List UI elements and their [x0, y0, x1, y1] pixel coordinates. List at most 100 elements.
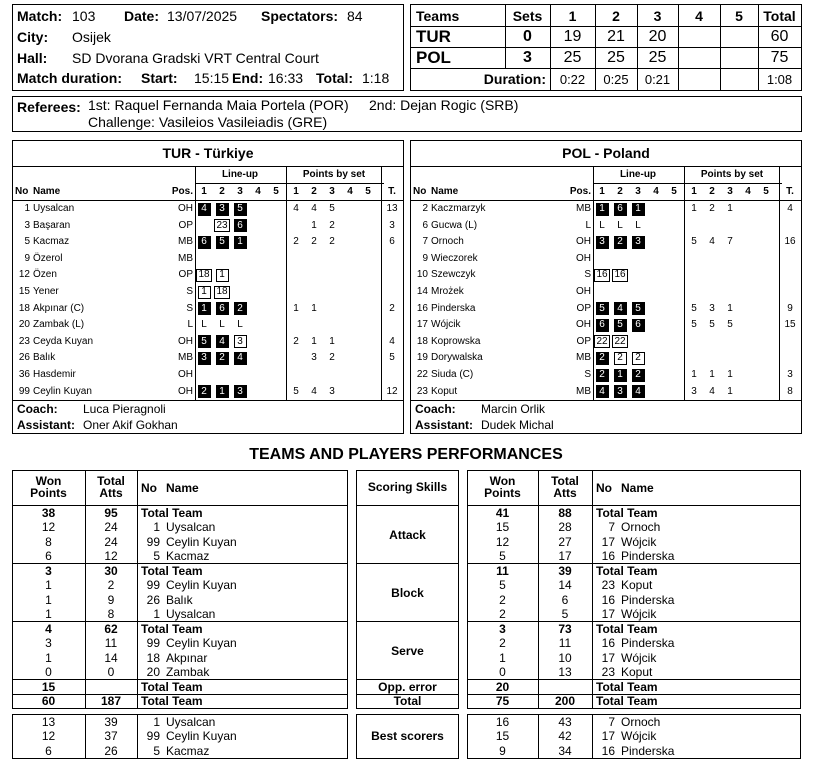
player-name: Ornoch [431, 236, 464, 248]
player-pos: MB [178, 236, 193, 248]
perf-group [12, 693, 348, 709]
rule [538, 679, 539, 694]
lineup-start: 5 [613, 318, 627, 332]
rule [593, 183, 782, 184]
set-points: 1 [727, 369, 733, 380]
header: Line-up [221, 169, 259, 180]
total-atts: 11 [104, 636, 118, 651]
won-points: 1 [45, 607, 52, 622]
won-points: 1 [45, 650, 52, 665]
lineup-start: 1 [595, 202, 609, 216]
header: Name [621, 481, 654, 495]
label: Duration: [483, 71, 546, 87]
total-atts: 187 [100, 694, 122, 709]
player-name: Ceylin Kuyan [166, 636, 237, 651]
set-points: 5 [293, 385, 299, 397]
total-atts: 88 [558, 505, 572, 520]
header: 1 [599, 186, 605, 197]
rule [411, 26, 801, 27]
player-pos: S [584, 269, 591, 281]
set-points: 25 [563, 48, 582, 66]
header: 4 [745, 186, 751, 197]
rule [684, 166, 685, 400]
lineup-sub: 1 [215, 268, 229, 282]
rule [85, 621, 86, 679]
player-pos: MB [178, 352, 193, 364]
player-pos: OH [576, 252, 591, 264]
header: 3 [727, 186, 733, 197]
header: Name [166, 481, 199, 495]
label: City: [17, 29, 49, 45]
rule [12, 400, 404, 401]
won-points: 3 [45, 636, 52, 651]
lineup-start: 3 [197, 351, 211, 365]
rule [137, 693, 138, 708]
rule [593, 166, 594, 400]
skill-name: Best scorers [371, 729, 444, 744]
player-pos: S [186, 302, 193, 314]
set-points: 20 [648, 27, 667, 45]
won-points: 9 [499, 743, 506, 758]
score-header: Sets [512, 8, 543, 24]
team-title: POL - Poland [562, 145, 650, 161]
lineup-start: 2 [631, 368, 645, 382]
player-no: 1 [153, 607, 160, 622]
won-points: 11 [496, 563, 509, 578]
header: No [596, 481, 612, 495]
label: Match: [17, 8, 63, 24]
won-points: 2 [499, 636, 506, 651]
player-total: 6 [389, 236, 395, 248]
total-atts: 43 [558, 714, 572, 729]
player-name: Özen [33, 269, 57, 281]
lineup-start: 6 [595, 318, 609, 332]
rule [286, 166, 287, 400]
player-name: Balık [166, 592, 193, 607]
header: Total Atts [551, 474, 579, 500]
player-no: 17 [601, 607, 615, 622]
player-pos: OP [178, 219, 193, 231]
player-name: Total Team [596, 694, 658, 709]
lineup-start: 3 [215, 202, 229, 216]
value: Osijek [72, 29, 111, 45]
set-points: 2 [709, 203, 715, 214]
rule [592, 470, 593, 506]
set-points: 21 [607, 27, 625, 45]
set-points: 1 [709, 369, 715, 380]
player-no: 2 [422, 203, 428, 214]
player-no: 7 [608, 714, 615, 729]
lineup-libero: L [599, 219, 605, 231]
player-pos: L [585, 219, 591, 231]
lineup-start: 2 [613, 235, 627, 249]
rule [137, 679, 138, 694]
player-pos: MB [576, 352, 591, 364]
player-pos: L [187, 319, 193, 331]
lineup-start: 4 [233, 351, 247, 365]
player-no: 9 [422, 252, 428, 264]
player-name: Akpınar (C) [33, 302, 85, 314]
team-code: TUR [416, 27, 451, 46]
set-points: 7 [727, 236, 733, 248]
header: 5 [365, 186, 371, 197]
header: 2 [219, 186, 225, 197]
lineup-sub: 2 [631, 351, 645, 365]
rule [411, 47, 801, 48]
perf-group [467, 693, 801, 709]
header: 4 [255, 186, 261, 197]
set-points: 1 [727, 203, 733, 214]
header: 4 [347, 186, 353, 197]
won-points: 41 [495, 505, 510, 520]
player-name: Pinderska [621, 743, 675, 758]
set-points: 4 [311, 385, 317, 397]
player-name: Wójcik [621, 607, 657, 622]
lineup-start: 6 [631, 318, 645, 332]
header: 2 [617, 186, 623, 197]
total-atts: 11 [558, 636, 572, 651]
value: Luca Pieragnoli [83, 402, 166, 416]
player-name: Szewczyk [431, 269, 476, 281]
total-atts: 6 [561, 592, 569, 607]
header: No [413, 186, 427, 197]
lineup-sub: 1 [197, 285, 211, 299]
header: Won Points [484, 474, 521, 500]
player-no: 20 [146, 665, 160, 680]
header: 5 [273, 186, 279, 197]
